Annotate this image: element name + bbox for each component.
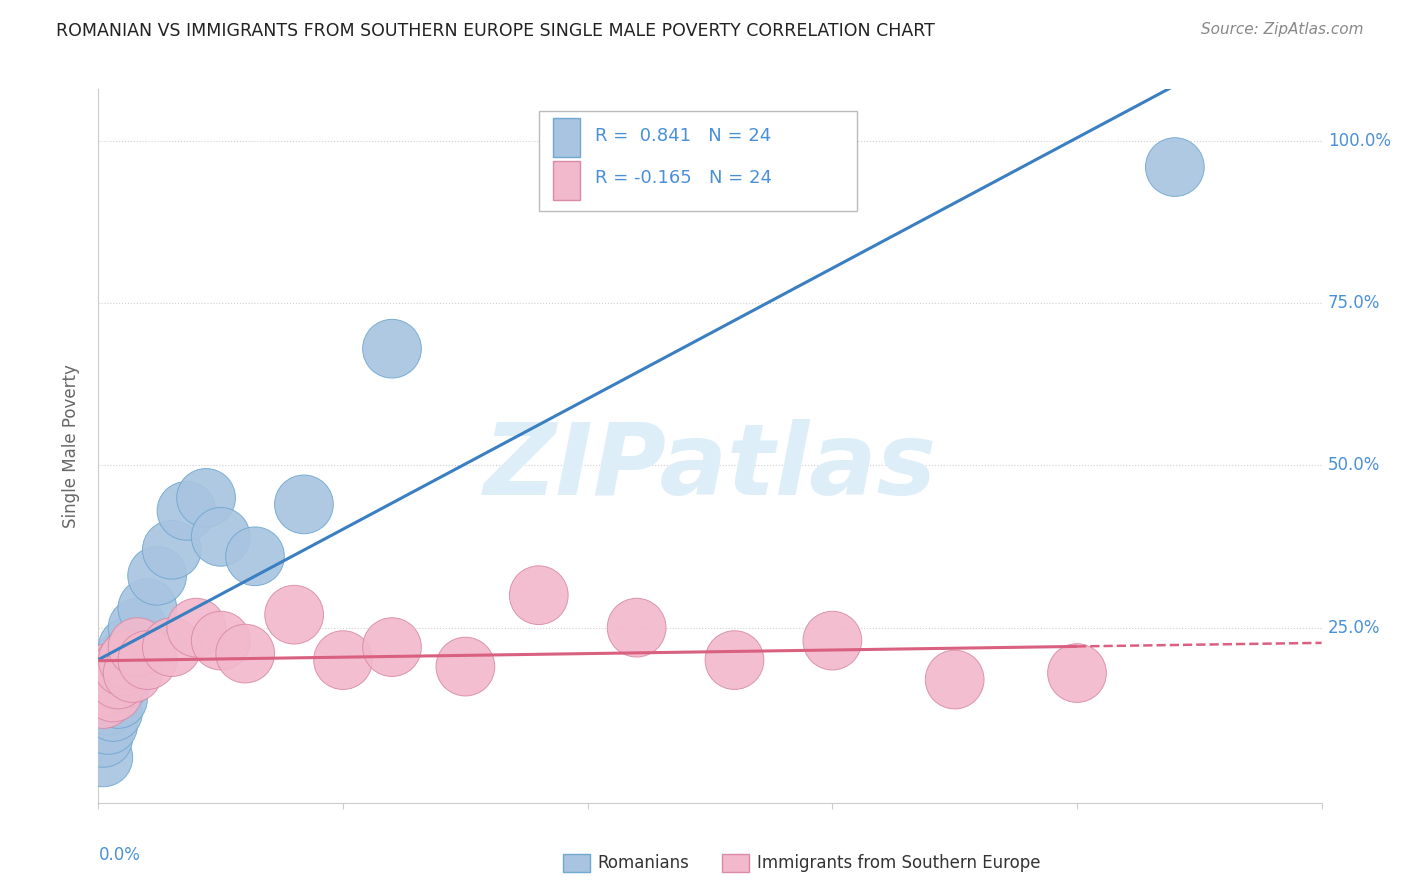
Text: Source: ZipAtlas.com: Source: ZipAtlas.com xyxy=(1201,22,1364,37)
Ellipse shape xyxy=(94,637,152,696)
Ellipse shape xyxy=(1146,137,1204,196)
Ellipse shape xyxy=(363,618,422,676)
Y-axis label: Single Male Poverty: Single Male Poverty xyxy=(62,364,80,528)
Ellipse shape xyxy=(79,676,138,735)
Text: ROMANIAN VS IMMIGRANTS FROM SOUTHERN EUROPE SINGLE MALE POVERTY CORRELATION CHAR: ROMANIAN VS IMMIGRANTS FROM SOUTHERN EUR… xyxy=(56,22,935,40)
Ellipse shape xyxy=(363,319,422,378)
FancyBboxPatch shape xyxy=(538,111,856,211)
Ellipse shape xyxy=(225,527,284,586)
Ellipse shape xyxy=(108,599,167,657)
Ellipse shape xyxy=(142,520,201,579)
Ellipse shape xyxy=(191,611,250,670)
Ellipse shape xyxy=(103,644,162,702)
Ellipse shape xyxy=(75,728,132,787)
Ellipse shape xyxy=(706,631,763,690)
Text: 50.0%: 50.0% xyxy=(1327,457,1381,475)
Ellipse shape xyxy=(89,644,148,702)
Ellipse shape xyxy=(128,547,187,605)
Ellipse shape xyxy=(157,482,217,541)
Ellipse shape xyxy=(84,663,142,722)
FancyBboxPatch shape xyxy=(723,855,749,872)
Ellipse shape xyxy=(84,663,142,722)
Ellipse shape xyxy=(84,682,142,741)
FancyBboxPatch shape xyxy=(554,161,581,200)
Text: ZIPatlas: ZIPatlas xyxy=(484,419,936,516)
Ellipse shape xyxy=(167,599,225,657)
Text: 25.0%: 25.0% xyxy=(1327,619,1381,637)
Ellipse shape xyxy=(79,644,138,702)
Ellipse shape xyxy=(98,631,157,690)
Text: Romanians: Romanians xyxy=(598,854,689,871)
Ellipse shape xyxy=(94,631,152,690)
FancyBboxPatch shape xyxy=(554,118,581,157)
Ellipse shape xyxy=(264,585,323,644)
Ellipse shape xyxy=(436,637,495,696)
Ellipse shape xyxy=(142,618,201,676)
Ellipse shape xyxy=(98,637,157,696)
Text: 75.0%: 75.0% xyxy=(1327,294,1381,312)
Ellipse shape xyxy=(314,631,373,690)
Ellipse shape xyxy=(177,468,235,527)
Ellipse shape xyxy=(1047,644,1107,702)
Text: 100.0%: 100.0% xyxy=(1327,132,1391,150)
Ellipse shape xyxy=(103,624,162,683)
Ellipse shape xyxy=(89,650,148,709)
Ellipse shape xyxy=(217,624,274,683)
Text: Immigrants from Southern Europe: Immigrants from Southern Europe xyxy=(756,854,1040,871)
Ellipse shape xyxy=(118,631,177,690)
Ellipse shape xyxy=(803,611,862,670)
Ellipse shape xyxy=(98,618,157,676)
Ellipse shape xyxy=(79,657,138,715)
Text: 0.0%: 0.0% xyxy=(98,846,141,863)
Ellipse shape xyxy=(191,508,250,566)
Ellipse shape xyxy=(89,670,148,729)
Ellipse shape xyxy=(75,670,132,729)
Ellipse shape xyxy=(79,696,138,755)
Ellipse shape xyxy=(509,566,568,624)
Ellipse shape xyxy=(607,599,666,657)
Ellipse shape xyxy=(108,618,167,676)
Ellipse shape xyxy=(925,650,984,709)
Ellipse shape xyxy=(94,650,152,709)
Ellipse shape xyxy=(75,708,132,767)
Text: R =  0.841   N = 24: R = 0.841 N = 24 xyxy=(595,127,772,145)
Ellipse shape xyxy=(274,475,333,533)
FancyBboxPatch shape xyxy=(564,855,591,872)
Text: R = -0.165   N = 24: R = -0.165 N = 24 xyxy=(595,169,772,187)
Ellipse shape xyxy=(118,579,177,638)
